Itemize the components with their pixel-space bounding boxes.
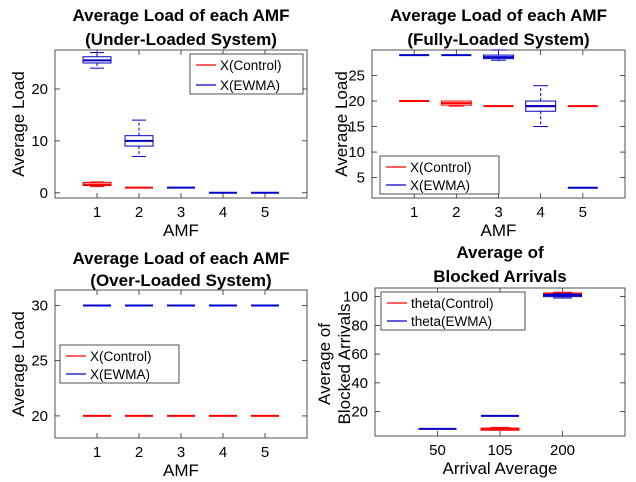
y-tick-label: 15: [348, 119, 365, 136]
x-tick-label: 3: [494, 204, 502, 221]
x-axis-label: AMF: [163, 221, 199, 240]
legend-entry: X(Control): [220, 58, 282, 73]
chart-title-line: Average of: [456, 243, 544, 262]
chart-title-line: Average Load of each AMF: [73, 249, 290, 268]
legend-entry: X(Control): [90, 349, 152, 364]
chart-title-line: (Over-Loaded System): [90, 271, 271, 290]
x-axis-label: AMF: [163, 461, 199, 480]
box-ewma-1: [82, 52, 112, 69]
chart-title-line: (Under-Loaded System): [85, 30, 277, 49]
y-tick-label: 10: [31, 133, 48, 150]
x-tick-label: 1: [93, 444, 101, 461]
x-tick-label: 1: [93, 204, 101, 221]
x-axis-label: AMF: [481, 221, 517, 240]
x-tick-label: 4: [219, 204, 227, 221]
x-tick-label: 3: [177, 444, 185, 461]
y-tick-label: 20: [351, 404, 368, 421]
y-tick-label: 25: [31, 353, 48, 370]
y-tick-label: 80: [351, 317, 368, 334]
legend-entry: X(EWMA): [90, 367, 150, 382]
y-tick-label: 40: [351, 375, 368, 392]
y-tick-label: 10: [348, 144, 365, 161]
chart-title-line: (Fully-Loaded System): [407, 30, 589, 49]
x-tick-label: 50: [429, 442, 446, 459]
legend: X(Control) X(EWMA): [379, 155, 500, 195]
chart-title-line: Average Load of each AMF: [73, 6, 290, 25]
legend: theta(Control) theta(EWMA): [380, 291, 526, 331]
y-tick-label: 20: [31, 408, 48, 425]
x-tick-label: 4: [536, 204, 544, 221]
box-ewma-4: [525, 85, 557, 128]
x-tick-label: 3: [177, 204, 185, 221]
x-tick-label: 2: [135, 444, 143, 461]
y-axis-label: Average Load: [9, 71, 28, 177]
y-axis-label: Average Load: [332, 71, 351, 177]
legend-entry: theta(Control): [411, 296, 494, 311]
y-axis-label: Blocked Arrivals: [335, 304, 354, 425]
x-tick-label: 200: [550, 442, 575, 459]
chart-panel-2: Average Load of each AMF (Fully-Loaded Sy…: [332, 6, 626, 240]
legend-frame: [189, 53, 304, 95]
y-tick-label: 20: [31, 81, 48, 98]
x-tick-label: 4: [219, 444, 227, 461]
box-control-1: [82, 181, 112, 188]
box-control-105: [480, 426, 520, 431]
x-tick-label: 2: [135, 204, 143, 221]
legend: X(Control) X(EWMA): [59, 344, 180, 384]
legend-entry: theta(EWMA): [411, 314, 492, 329]
y-tick-label: 0: [40, 185, 48, 202]
y-tick-label: 5: [357, 170, 365, 187]
chart-panel-3: Average Load of each AMF (Over-Loaded Sys…: [9, 249, 308, 480]
y-tick-label: 30: [31, 297, 48, 314]
chart-title-line: Average Load of each AMF: [390, 6, 607, 25]
x-tick-label: 2: [452, 204, 460, 221]
y-tick-label: 20: [348, 93, 365, 110]
chart-title-line: Blocked Arrivals: [433, 267, 567, 286]
legend-frame: [379, 155, 500, 195]
x-axis-label: Arrival Average: [443, 459, 558, 478]
box-ewma-200: [543, 293, 582, 299]
chart-panel-1: Average Load of each AMF (Under-Loaded Sy…: [9, 6, 308, 240]
y-tick-label: 100: [343, 289, 368, 306]
legend-entry: X(EWMA): [410, 178, 470, 193]
x-tick-label: 5: [261, 204, 269, 221]
legend-frame: [59, 344, 180, 384]
legend-entry: X(EWMA): [220, 78, 280, 93]
legend-frame: [380, 291, 526, 331]
y-tick-label: 25: [348, 68, 365, 85]
box-control-2: [440, 100, 472, 107]
x-tick-label: 1: [410, 204, 418, 221]
legend-entry: X(Control): [410, 160, 472, 175]
y-axis-label: Average of: [315, 323, 334, 405]
x-tick-label: 5: [579, 204, 587, 221]
x-tick-label: 5: [261, 444, 269, 461]
box-ewma-2: [124, 119, 154, 157]
legend: X(Control) X(EWMA): [189, 53, 304, 95]
box-ewma-3: [483, 49, 514, 61]
x-tick-label: 105: [487, 442, 512, 459]
y-tick-label: 60: [351, 346, 368, 363]
y-axis-label: Average Load: [9, 311, 28, 417]
